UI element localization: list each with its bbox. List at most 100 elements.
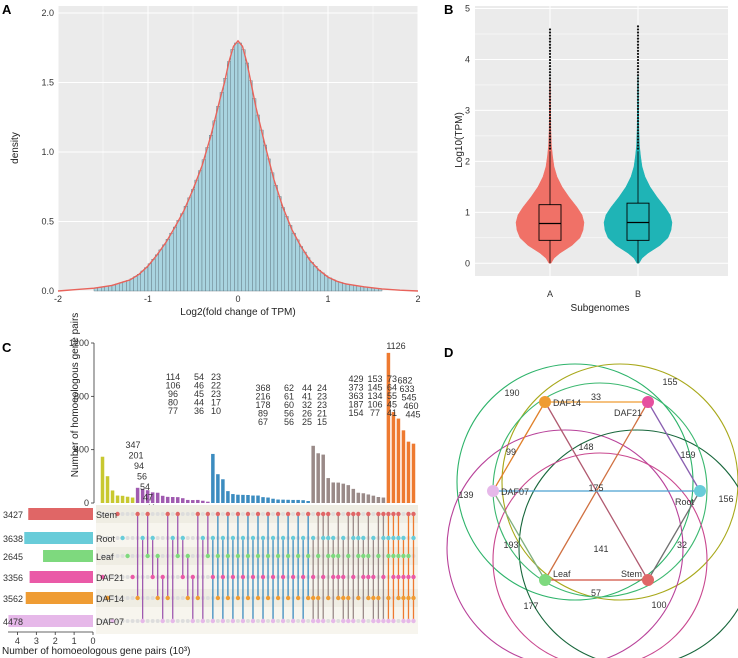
matrix-dot: [305, 595, 311, 601]
outlier-point: [548, 123, 552, 126]
outlier-point: [548, 52, 552, 55]
matrix-dot-empty: [175, 619, 180, 623]
set-size-tick-label: 0: [90, 636, 95, 646]
matrix-dot: [411, 618, 416, 624]
histogram-bar: [129, 278, 134, 292]
matrix-dot: [315, 618, 321, 624]
matrix-dot-empty: [356, 619, 361, 623]
bar-value-label: 44: [302, 383, 312, 393]
edge-value-label: 32: [677, 540, 687, 550]
bar-value-label: 77: [168, 406, 178, 416]
panel-label-d: D: [444, 345, 453, 360]
matrix-dot-empty: [125, 536, 130, 540]
matrix-dot: [406, 553, 411, 559]
matrix-dot-empty: [120, 596, 125, 600]
circle-value-label: 190: [504, 388, 519, 398]
outlier-point: [548, 86, 552, 89]
y-tick-label: 400: [74, 445, 89, 455]
matrix-dot-empty: [180, 619, 185, 623]
matrix-dot: [336, 595, 341, 601]
outlier-point: [548, 28, 552, 31]
outlier-point: [636, 31, 640, 34]
matrix-dot: [135, 511, 140, 517]
matrix-dot: [270, 535, 276, 541]
set-name-label: DAF07: [96, 617, 124, 627]
matrix-dot: [270, 618, 276, 624]
bar-value-label: 460: [403, 401, 418, 411]
intersection-bar: [396, 418, 401, 503]
intersection-bar: [221, 479, 225, 503]
matrix-dot-empty: [200, 512, 205, 516]
matrix-dot: [315, 595, 321, 601]
matrix-dot: [220, 574, 226, 580]
matrix-dot-empty: [210, 512, 215, 516]
outlier-point: [636, 46, 640, 49]
histogram-bar: [313, 266, 318, 292]
matrix-dot: [170, 535, 175, 541]
matrix-dot: [300, 535, 306, 541]
matrix-dot-empty: [220, 512, 225, 516]
x-tick-label: 1: [325, 294, 330, 304]
histogram-bar: [169, 232, 174, 292]
matrix-dot-empty: [366, 619, 371, 623]
matrix-dot: [406, 618, 411, 624]
histogram-bar: [147, 263, 152, 292]
histogram-bar: [154, 254, 159, 292]
matrix-dot-empty: [190, 536, 195, 540]
bar-value-label: 134: [367, 391, 382, 401]
circle-outline-6: [492, 452, 708, 658]
intersection-bar: [361, 493, 366, 503]
matrix-dot-empty: [281, 512, 286, 516]
matrix-dot: [401, 535, 406, 541]
histogram-bar: [273, 185, 278, 292]
matrix-dot: [336, 553, 341, 559]
y-tick-label: 1.0: [41, 147, 54, 157]
matrix-dot: [366, 511, 371, 517]
matrix-dot-empty: [185, 619, 190, 623]
set-size-value: 3427: [3, 510, 23, 520]
set-name-label: DAF21: [96, 573, 124, 583]
matrix-dot-empty: [205, 575, 210, 579]
histogram-bar: [133, 276, 138, 292]
matrix-dot: [326, 595, 331, 601]
outlier-point: [548, 116, 552, 120]
outlier-point: [636, 138, 640, 141]
histogram-bar: [255, 114, 260, 292]
matrix-dot: [135, 595, 140, 601]
matrix-dot: [190, 574, 195, 580]
histogram-bar: [270, 172, 275, 292]
intersection-bar: [100, 456, 105, 503]
matrix-dot: [150, 535, 155, 541]
y-tick-label: 4: [465, 54, 470, 64]
bar-value-label: 62: [284, 383, 294, 393]
matrix-dot: [401, 618, 406, 624]
matrix-dot: [250, 574, 256, 580]
matrix-dot: [326, 535, 331, 541]
matrix-dot: [386, 595, 391, 601]
matrix-dot: [245, 553, 251, 559]
edge-daf14-daf07: [492, 401, 546, 492]
outlier-point: [636, 55, 640, 59]
outlier-point: [636, 89, 640, 92]
histogram-bar: [162, 244, 167, 292]
matrix-dot: [401, 574, 406, 580]
matrix-dot: [225, 595, 231, 601]
circle-value-label: 155: [662, 377, 677, 387]
matrix-dot-empty: [185, 512, 190, 516]
intersection-bar: [286, 499, 290, 503]
matrix-dot-empty: [256, 619, 260, 623]
set-size-tick-label: 1: [72, 636, 77, 646]
intersection-bar: [130, 497, 135, 503]
histogram-bar: [180, 213, 185, 292]
matrix-dot-empty: [245, 619, 250, 623]
matrix-dot-empty: [105, 554, 110, 558]
plot-background: [475, 6, 728, 276]
matrix-dot-empty: [235, 619, 240, 623]
bar-value-label: 41: [302, 392, 312, 402]
matrix-dot-empty: [100, 596, 105, 600]
matrix-dot: [140, 535, 145, 541]
matrix-dot: [205, 511, 211, 517]
matrix-dot-empty: [326, 619, 331, 623]
bar-value-label: 145: [367, 383, 382, 393]
matrix-dot: [225, 511, 231, 517]
